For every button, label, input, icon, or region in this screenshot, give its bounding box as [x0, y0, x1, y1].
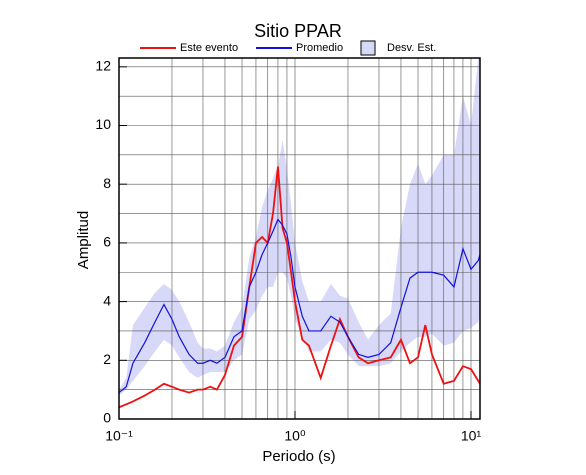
x-tick-label: 10¹ — [461, 428, 482, 444]
y-tick-label: 10 — [95, 116, 111, 132]
x-axis-label: Periodo (s) — [262, 448, 335, 465]
y-tick-label: 0 — [103, 410, 111, 426]
legend-label: Desv. Est. — [387, 42, 436, 54]
chart-title: Sitio PPAR — [254, 21, 342, 41]
x-tick-label: 10⁻¹ — [105, 428, 133, 444]
legend-swatch — [360, 40, 376, 56]
y-tick-label: 12 — [95, 58, 111, 74]
y-tick-label: 8 — [103, 175, 111, 191]
series-line — [118, 218, 481, 394]
y-tick-label: 2 — [103, 351, 111, 367]
series-line — [118, 166, 481, 409]
plot-frame — [118, 57, 481, 420]
legend-label: Este evento — [180, 42, 238, 54]
y-axis-label: Amplitud — [75, 211, 92, 269]
x-tick-label: 10⁰ — [284, 428, 306, 444]
legend-label: Promedio — [296, 42, 343, 54]
std-band — [119, 58, 480, 396]
y-tick-label: 4 — [103, 292, 111, 308]
y-tick-label: 6 — [103, 234, 111, 250]
